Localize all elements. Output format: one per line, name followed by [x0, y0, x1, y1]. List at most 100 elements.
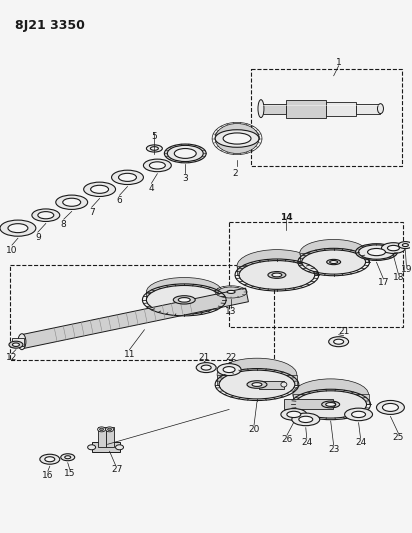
- Ellipse shape: [377, 400, 405, 415]
- Ellipse shape: [237, 249, 317, 282]
- Bar: [251, 69, 403, 166]
- Bar: [261, 103, 286, 114]
- Ellipse shape: [215, 130, 259, 147]
- Bar: [12, 338, 24, 346]
- Text: 14: 14: [280, 213, 292, 222]
- Ellipse shape: [167, 146, 203, 161]
- Ellipse shape: [382, 243, 405, 254]
- Polygon shape: [215, 135, 259, 139]
- Text: 21: 21: [199, 353, 210, 362]
- Bar: [229, 222, 403, 327]
- Ellipse shape: [368, 248, 386, 256]
- Ellipse shape: [215, 124, 259, 154]
- Ellipse shape: [299, 416, 313, 423]
- Ellipse shape: [351, 411, 365, 417]
- Text: 4: 4: [149, 184, 154, 193]
- Text: 1: 1: [336, 58, 342, 67]
- Text: 2: 2: [232, 169, 238, 178]
- Text: 3: 3: [183, 174, 188, 183]
- Ellipse shape: [100, 428, 103, 431]
- Bar: [91, 442, 119, 453]
- Text: 17: 17: [378, 278, 389, 287]
- Text: 26: 26: [281, 435, 293, 444]
- Text: 9: 9: [35, 232, 41, 241]
- Ellipse shape: [247, 381, 267, 389]
- Ellipse shape: [329, 337, 349, 346]
- Ellipse shape: [98, 427, 105, 432]
- Ellipse shape: [382, 403, 398, 411]
- Ellipse shape: [268, 271, 286, 278]
- Ellipse shape: [330, 402, 336, 407]
- Ellipse shape: [398, 241, 412, 248]
- Polygon shape: [217, 375, 297, 384]
- Ellipse shape: [38, 212, 54, 219]
- Ellipse shape: [146, 286, 222, 314]
- Ellipse shape: [295, 391, 367, 418]
- Ellipse shape: [281, 409, 307, 420]
- Ellipse shape: [217, 364, 241, 376]
- Ellipse shape: [215, 127, 259, 144]
- Text: 8: 8: [61, 220, 67, 229]
- Text: 15: 15: [64, 469, 75, 478]
- Ellipse shape: [164, 144, 206, 163]
- Ellipse shape: [65, 456, 71, 459]
- Ellipse shape: [293, 379, 368, 410]
- Text: 8J21 3350: 8J21 3350: [15, 19, 85, 32]
- Text: 7: 7: [89, 208, 94, 217]
- Ellipse shape: [84, 182, 115, 197]
- Ellipse shape: [302, 250, 365, 274]
- Ellipse shape: [9, 341, 23, 348]
- Ellipse shape: [292, 413, 320, 426]
- Polygon shape: [21, 288, 248, 349]
- Ellipse shape: [119, 173, 136, 181]
- Bar: [105, 427, 114, 447]
- Ellipse shape: [201, 365, 211, 370]
- Ellipse shape: [196, 362, 216, 373]
- Ellipse shape: [377, 103, 384, 114]
- Bar: [326, 102, 356, 116]
- Ellipse shape: [18, 334, 26, 350]
- Bar: [356, 103, 380, 114]
- Text: 25: 25: [393, 433, 404, 442]
- Ellipse shape: [88, 445, 96, 450]
- Ellipse shape: [403, 244, 408, 247]
- Bar: [286, 100, 326, 118]
- Polygon shape: [293, 394, 368, 405]
- Text: 13: 13: [225, 308, 237, 316]
- Ellipse shape: [322, 401, 339, 408]
- Ellipse shape: [358, 245, 394, 259]
- Ellipse shape: [272, 273, 282, 277]
- Ellipse shape: [287, 411, 301, 417]
- Bar: [259, 381, 284, 389]
- Ellipse shape: [258, 100, 264, 118]
- Ellipse shape: [217, 358, 297, 391]
- Ellipse shape: [146, 145, 162, 152]
- Ellipse shape: [239, 261, 315, 289]
- Ellipse shape: [178, 297, 190, 302]
- Ellipse shape: [0, 220, 36, 236]
- Ellipse shape: [150, 147, 158, 150]
- Ellipse shape: [252, 383, 262, 386]
- Ellipse shape: [223, 367, 235, 373]
- Text: 24: 24: [355, 438, 366, 447]
- Ellipse shape: [218, 287, 244, 297]
- Ellipse shape: [219, 370, 295, 399]
- Bar: [98, 427, 105, 447]
- Ellipse shape: [173, 296, 195, 304]
- Text: 11: 11: [124, 350, 135, 359]
- Text: 27: 27: [112, 465, 123, 474]
- Text: 10: 10: [6, 246, 18, 255]
- Ellipse shape: [112, 170, 143, 184]
- Ellipse shape: [174, 149, 196, 158]
- Ellipse shape: [143, 159, 171, 172]
- Ellipse shape: [91, 185, 109, 193]
- Ellipse shape: [40, 454, 60, 464]
- Text: 24: 24: [301, 438, 312, 447]
- Text: 20: 20: [248, 425, 260, 434]
- Ellipse shape: [227, 290, 235, 293]
- Ellipse shape: [344, 408, 372, 421]
- Ellipse shape: [63, 198, 81, 206]
- Ellipse shape: [330, 261, 338, 263]
- Polygon shape: [300, 253, 368, 262]
- Ellipse shape: [32, 209, 60, 222]
